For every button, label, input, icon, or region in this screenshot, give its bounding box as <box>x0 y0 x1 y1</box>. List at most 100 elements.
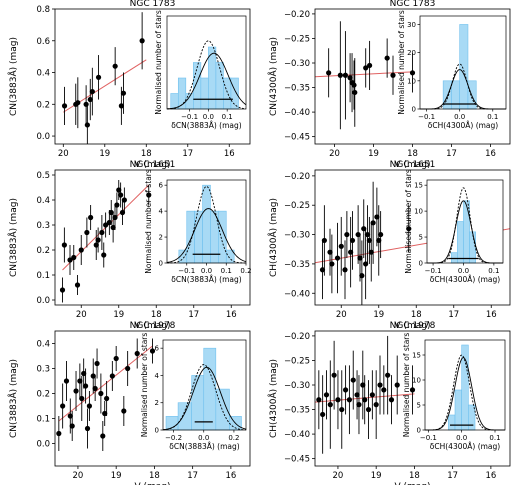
inset-x-label: δCH(4300Å) (mag) <box>430 275 501 284</box>
plot-frame <box>54 8 251 145</box>
data-point <box>116 187 122 193</box>
y-tick-label: 0.3 <box>36 365 50 375</box>
data-point <box>367 62 373 69</box>
inset-y-label: Normalised number of stars <box>402 333 411 438</box>
data-point <box>370 220 376 226</box>
data-point <box>86 403 93 409</box>
inset-x-tick-label: 0.0 <box>198 434 209 442</box>
y-axis-label: CN(3883Å) (mag) <box>7 359 19 438</box>
data-point <box>102 410 108 417</box>
data-point <box>361 226 367 232</box>
data-point <box>59 287 66 293</box>
x-tick-label: 16 <box>485 471 496 481</box>
x-axis-label: V (mag) <box>394 321 430 331</box>
y-tick-label: −0.25 <box>284 201 310 211</box>
inset-frame <box>419 15 507 110</box>
data-point <box>363 261 369 267</box>
plot-frame <box>314 169 511 306</box>
y-tick-label: −0.35 <box>284 406 310 416</box>
panel-6: NGC 1978 20 19 18 17 16 −0.45 −0.40 −0.35 −0.30 −0… <box>267 321 511 485</box>
data-point <box>359 273 365 279</box>
plot-frame <box>314 330 511 467</box>
inset-y-label: Normalised number of stars <box>404 169 413 274</box>
data-point <box>108 209 114 216</box>
histogram-bar <box>451 252 458 264</box>
data-point <box>146 192 152 198</box>
data-point <box>78 247 84 253</box>
data-point <box>74 282 81 288</box>
x-tick-label: 20 <box>336 310 347 320</box>
x-tick-label: 18 <box>149 471 160 481</box>
data-point <box>384 55 390 61</box>
x-tick-label: 17 <box>448 310 459 320</box>
x-tick-label: 17 <box>447 471 458 481</box>
data-point <box>338 243 344 249</box>
data-point <box>119 209 126 216</box>
inset-x-tick-label: 0.2 <box>228 434 239 442</box>
inset-y-tick-label: 10 <box>414 208 423 216</box>
inset-y-tick-label: 4 <box>159 208 164 216</box>
data-point <box>365 406 372 413</box>
inset-frame <box>426 179 504 264</box>
data-point <box>357 255 363 261</box>
inset-y-tick-label: 2 <box>159 234 163 242</box>
data-point <box>82 383 89 389</box>
inset-frame <box>162 339 247 431</box>
data-point <box>337 72 343 78</box>
data-point <box>121 408 127 414</box>
y-tick-label: −0.20 <box>284 10 310 20</box>
y-tick-label: −0.40 <box>284 108 310 118</box>
inset-x-tick-label: −0.1 <box>181 113 198 121</box>
x-tick-label: 18 <box>407 149 418 159</box>
y-tick-label: 0.1 <box>36 271 50 281</box>
data-point <box>139 38 145 44</box>
gaussian-solid <box>166 52 247 110</box>
data-point <box>110 224 116 231</box>
inset-y-tick-label: 5 <box>417 402 421 410</box>
y-tick-label: 0.2 <box>36 100 50 110</box>
data-point <box>106 219 112 226</box>
inset-x-label: δCN(3883Å) (mag) <box>171 121 241 130</box>
data-point <box>350 377 356 383</box>
data-point <box>368 249 374 255</box>
x-tick-label: 16 <box>225 471 236 481</box>
x-tick-label: 16 <box>226 310 237 320</box>
y-tick-label: 0.0 <box>36 132 50 142</box>
inset-x-tick-label: 0.0 <box>203 113 214 121</box>
inset-histogram: −0.1 0.0 0.1 0 5 10 15 δCH(4300Å) (mag) Normalis… <box>404 169 504 284</box>
inset-frame <box>166 15 247 110</box>
inset-y-label: Normalised number of stars <box>144 169 153 274</box>
panel-title: NGC 1651 <box>390 160 436 170</box>
data-point <box>381 387 387 393</box>
data-point <box>390 72 396 78</box>
data-point <box>406 226 412 232</box>
data-point <box>363 65 369 71</box>
histogram-bar <box>454 389 462 431</box>
inset-y-tick-label: 15 <box>414 182 423 190</box>
x-tick-label: 20 <box>58 149 69 159</box>
data-point <box>99 229 105 236</box>
data-point <box>92 385 98 392</box>
data-point <box>355 231 361 238</box>
inset-histogram: −0.1 0.0 0.1 0.2 0 2 4 6 δCN(3883Å) (mag) Normali… <box>144 169 252 284</box>
inset-x-label: δCH(4300Å) (mag) <box>428 121 499 130</box>
histogram-bar <box>223 77 232 110</box>
x-tick-label: 16 <box>485 149 496 159</box>
x-tick-label: 17 <box>188 310 199 320</box>
data-point <box>60 403 66 409</box>
data-point <box>118 103 124 109</box>
x-tick-label: 18 <box>411 310 422 320</box>
inset-x-tick-label: 0.0 <box>458 267 469 275</box>
data-point <box>326 70 332 76</box>
histogram-bar <box>215 62 224 110</box>
y-tick-label: 0.4 <box>36 69 50 79</box>
inset-x-label: δCN(3883Å) (mag) <box>171 275 241 284</box>
inset-x-tick-label: −0.1 <box>425 267 442 275</box>
inset-y-label: Normalised number of stars <box>154 10 163 115</box>
data-point <box>352 89 358 96</box>
gaussian-solid <box>166 208 247 263</box>
data-point <box>73 388 79 394</box>
y-tick-label: 0.8 <box>36 5 50 15</box>
data-point <box>114 202 120 208</box>
inset-histogram: −0.1 0.0 0.1 0 10 20 30 δCH(4300Å) (mag) Normali… <box>397 10 507 130</box>
